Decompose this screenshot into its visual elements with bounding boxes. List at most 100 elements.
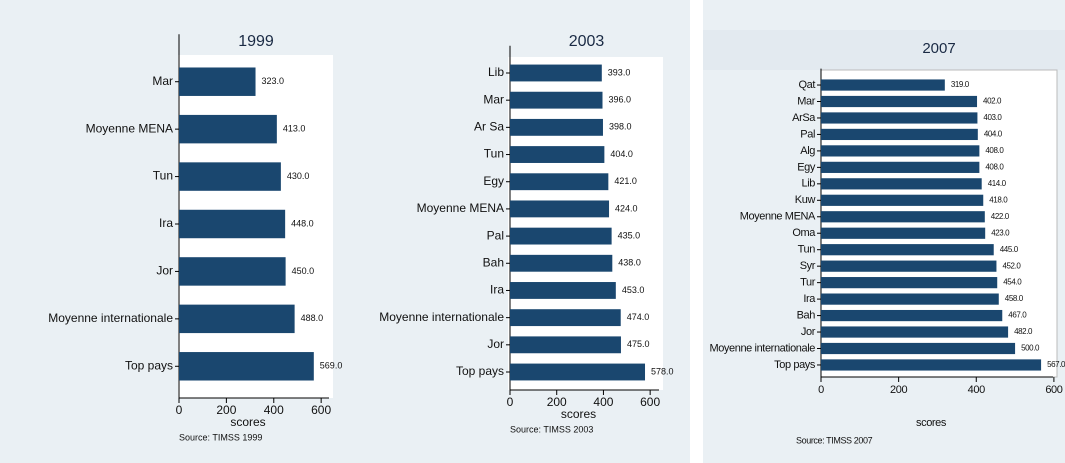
- value-label: 403.0: [983, 113, 1002, 122]
- value-label: 458.0: [1005, 294, 1024, 303]
- y-tick-label: Egy: [483, 174, 504, 188]
- value-label: 404.0: [984, 130, 1003, 139]
- bar: [510, 91, 603, 109]
- bar: [510, 254, 613, 272]
- bar: [821, 260, 997, 272]
- value-label: 569.0: [320, 361, 343, 371]
- y-tick-label: Moyenne MENA: [86, 121, 173, 135]
- y-tick-label: Moyenne MENA: [740, 211, 816, 223]
- y-tick-label: Top pays: [456, 364, 504, 378]
- bar: [179, 162, 281, 191]
- bar: [179, 304, 295, 334]
- bar: [510, 282, 616, 299]
- bar: [179, 114, 277, 144]
- value-label: 421.0: [614, 176, 637, 186]
- y-tick-label: Moyenne MENA: [417, 201, 504, 215]
- bar: [821, 309, 1003, 322]
- y-tick-label: Lib: [802, 178, 816, 190]
- x-tick-label: 0: [176, 403, 183, 417]
- y-tick-label: Jor: [801, 326, 816, 338]
- title-band: [703, 30, 1065, 70]
- value-label: 454.0: [1003, 278, 1022, 287]
- x-tick-label: 200: [890, 384, 907, 396]
- x-axis-label: scores: [561, 407, 596, 421]
- value-label: 578.0: [651, 366, 674, 376]
- bar: [821, 112, 978, 124]
- value-label: 488.0: [301, 313, 324, 323]
- y-tick-label: Mar: [797, 95, 815, 107]
- x-tick-label: 400: [968, 384, 985, 396]
- y-tick-label: Tun: [798, 244, 816, 256]
- bar: [510, 118, 603, 136]
- value-label: 319.0: [951, 80, 970, 89]
- y-tick-label: Top pays: [774, 359, 816, 371]
- bar: [821, 178, 982, 190]
- bar: [179, 67, 256, 96]
- x-tick-label: 600: [1045, 384, 1062, 396]
- chart-title: 2003: [569, 33, 605, 50]
- value-label: 475.0: [627, 339, 650, 349]
- value-label: 482.0: [1014, 327, 1033, 336]
- y-tick-label: Tun: [484, 147, 504, 161]
- value-label: 398.0: [609, 122, 632, 132]
- y-tick-label: Moyenne internationale: [709, 342, 815, 354]
- bar: [179, 257, 286, 286]
- value-label: 567.0: [1047, 360, 1065, 369]
- plot-background: [508, 57, 663, 390]
- bar: [821, 79, 945, 91]
- bar: [821, 277, 998, 289]
- bar: [821, 227, 986, 239]
- value-label: 450.0: [292, 266, 315, 276]
- y-tick-label: Ira: [159, 216, 173, 230]
- y-tick-label: Alg: [800, 145, 815, 157]
- value-label: 424.0: [615, 203, 638, 213]
- bar: [821, 244, 994, 256]
- value-label: 422.0: [991, 212, 1010, 221]
- y-tick-label: Qat: [798, 79, 815, 91]
- source-note: Source: TIMSS 1999: [179, 432, 262, 442]
- x-tick-label: 200: [547, 395, 567, 409]
- value-label: 393.0: [608, 67, 631, 77]
- x-tick-label: 200: [216, 403, 236, 417]
- value-label: 408.0: [985, 146, 1004, 155]
- y-tick-label: Mar: [483, 92, 504, 106]
- source-note: Source: TIMSS 2007: [796, 435, 873, 445]
- bar: [179, 209, 286, 239]
- value-label: 396.0: [609, 95, 632, 105]
- bar: [510, 309, 621, 327]
- y-tick-label: Ira: [490, 283, 504, 297]
- bar: [821, 211, 985, 223]
- y-tick-label: Jor: [156, 264, 173, 278]
- source-note: Source: TIMSS 2003: [510, 424, 593, 434]
- x-tick-label: 0: [507, 395, 514, 409]
- y-tick-label: Pal: [800, 128, 815, 140]
- y-tick-label: Bah: [797, 309, 816, 321]
- y-tick-label: Lib: [488, 65, 504, 79]
- bar: [821, 359, 1042, 371]
- bar: [510, 64, 602, 82]
- bar: [510, 200, 610, 218]
- value-label: 430.0: [287, 171, 310, 181]
- value-label: 414.0: [988, 179, 1007, 188]
- chart-title: 1999: [238, 33, 274, 50]
- bar: [821, 145, 980, 157]
- value-label: 438.0: [618, 258, 641, 268]
- x-tick-label: 0: [818, 384, 824, 396]
- bar: [821, 342, 1016, 355]
- value-label: 453.0: [622, 285, 645, 295]
- y-tick-label: Tun: [153, 169, 173, 183]
- value-label: 448.0: [291, 218, 314, 228]
- x-axis-label: scores: [230, 415, 265, 429]
- x-tick-label: 600: [640, 395, 660, 409]
- bar: [821, 293, 999, 305]
- y-tick-label: ArSa: [792, 112, 816, 124]
- x-tick-label: 600: [311, 403, 331, 417]
- x-tick-label: 400: [264, 403, 284, 417]
- chart-title: 2007: [922, 40, 955, 57]
- value-label: 323.0: [262, 76, 285, 86]
- y-tick-label: Syr: [800, 260, 816, 272]
- value-label: 500.0: [1021, 344, 1040, 353]
- y-tick-label: Moyenne internationale: [379, 310, 504, 324]
- value-label: 408.0: [985, 162, 1004, 171]
